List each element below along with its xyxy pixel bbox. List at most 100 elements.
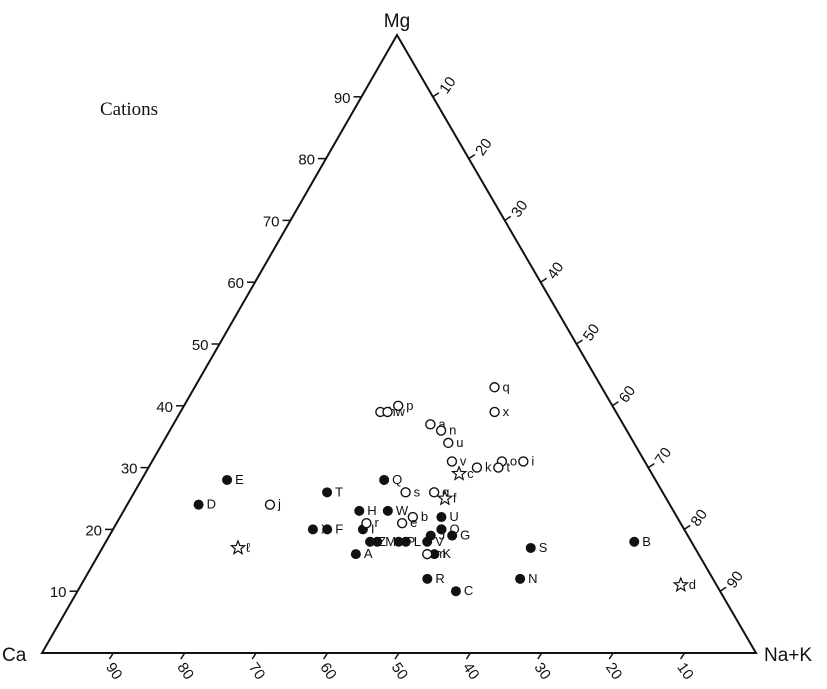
axis-label-nak: Na+K bbox=[764, 645, 812, 666]
tick-label-mg-30: 30 bbox=[121, 461, 138, 478]
point-P-label: P bbox=[407, 534, 416, 549]
point-d bbox=[672, 576, 690, 593]
tick-ca-20 bbox=[608, 652, 614, 660]
point-w bbox=[382, 406, 393, 418]
point-X bbox=[307, 524, 318, 535]
point-e bbox=[396, 518, 408, 529]
tick-label-mg-90: 90 bbox=[334, 90, 351, 107]
point-H-label: H bbox=[367, 503, 376, 518]
point-E-label: E bbox=[235, 472, 244, 487]
point-u-label: u bbox=[456, 435, 463, 450]
tick-ca-30 bbox=[537, 652, 543, 660]
point-i-label: i bbox=[531, 453, 534, 468]
point-x-label: x bbox=[503, 404, 510, 419]
point-J-label: J bbox=[439, 528, 446, 543]
tick-label-nak-90: 90 bbox=[723, 568, 746, 591]
point-R-label: R bbox=[435, 571, 444, 586]
point-k bbox=[471, 462, 483, 473]
tick-label-mg-20: 20 bbox=[85, 522, 102, 539]
point-W bbox=[382, 505, 393, 516]
point-F bbox=[322, 524, 333, 535]
point-w-label: w bbox=[395, 404, 406, 419]
point-H bbox=[354, 505, 365, 516]
point-P bbox=[393, 536, 404, 547]
tick-label-nak-20: 20 bbox=[472, 135, 495, 158]
tick-label-ca-10: 10 bbox=[673, 660, 696, 683]
point-A-label: A bbox=[364, 546, 373, 561]
point-m-label: m bbox=[435, 546, 446, 561]
tick-label-mg-70: 70 bbox=[263, 213, 280, 230]
point-N bbox=[515, 573, 526, 584]
point-G bbox=[447, 530, 458, 541]
point-C-label: C bbox=[464, 583, 473, 598]
tick-ca-40 bbox=[465, 652, 472, 660]
point-b-label: b bbox=[421, 509, 428, 524]
point-L-label: L bbox=[414, 534, 421, 549]
point-n bbox=[435, 425, 447, 436]
tick-ca-90 bbox=[108, 652, 115, 660]
point-g bbox=[428, 487, 440, 498]
point-U-label: U bbox=[449, 509, 458, 524]
tick-nak-10 bbox=[432, 92, 440, 98]
point-d-label: d bbox=[689, 577, 696, 592]
tick-label-mg-60: 60 bbox=[227, 275, 244, 292]
point-D bbox=[193, 499, 204, 510]
point-ℓ bbox=[229, 539, 247, 555]
point-f-label: f bbox=[453, 491, 457, 506]
point-Q-label: Q bbox=[392, 472, 402, 487]
point-G-label: G bbox=[460, 528, 470, 543]
tick-label-nak-10: 10 bbox=[436, 74, 459, 97]
point-c bbox=[450, 465, 468, 481]
point-L bbox=[400, 536, 411, 547]
point-X-label: X bbox=[321, 521, 330, 536]
tick-nak-30 bbox=[504, 215, 512, 222]
tick-label-ca-90: 90 bbox=[102, 660, 125, 683]
point-r bbox=[361, 518, 372, 529]
tick-nak-90 bbox=[719, 586, 727, 592]
tick-ca-60 bbox=[322, 652, 329, 660]
point-o-label: o bbox=[510, 453, 517, 468]
point-p-label: p bbox=[406, 398, 413, 413]
point-V bbox=[422, 536, 433, 547]
ternary-frame bbox=[40, 33, 758, 654]
tick-ca-80 bbox=[180, 652, 186, 660]
point-u bbox=[443, 437, 454, 449]
point-f bbox=[436, 489, 454, 506]
chart-title: Cations bbox=[100, 99, 158, 120]
tick-label-ca-80: 80 bbox=[174, 660, 197, 683]
tick-label-nak-60: 60 bbox=[616, 383, 639, 406]
point-O-label: O bbox=[449, 521, 459, 536]
point-ℓ-label: ℓ bbox=[246, 540, 251, 555]
tick-nak-50 bbox=[576, 339, 583, 345]
tick-label-mg-40: 40 bbox=[156, 399, 173, 416]
point-M-label: M bbox=[385, 534, 396, 549]
tick-label-nak-40: 40 bbox=[544, 259, 567, 282]
point-F-label: F bbox=[335, 521, 343, 536]
point-v-label: v bbox=[460, 453, 467, 468]
point-c-label: c bbox=[467, 466, 474, 481]
tick-label-ca-30: 30 bbox=[531, 660, 554, 683]
point-I-label: I bbox=[371, 521, 375, 536]
point-q-label: q bbox=[503, 379, 510, 394]
point-s0-25 bbox=[436, 524, 447, 535]
point-g-label: g bbox=[442, 484, 449, 499]
tick-label-nak-80: 80 bbox=[688, 506, 711, 529]
point-S-label: S bbox=[539, 540, 548, 555]
point-n-label: n bbox=[449, 423, 456, 438]
tick-label-nak-30: 30 bbox=[508, 197, 531, 220]
tick-label-mg-50: 50 bbox=[192, 337, 209, 354]
tick-label-mg-10: 10 bbox=[50, 584, 67, 601]
point-U bbox=[436, 512, 447, 523]
point-a bbox=[425, 419, 436, 430]
point-D-label: D bbox=[207, 497, 216, 512]
point-s bbox=[400, 487, 411, 498]
point-V-label: V bbox=[435, 534, 444, 549]
point-T-label: T bbox=[335, 484, 343, 499]
point-Z-label: Z bbox=[378, 534, 386, 549]
point-b bbox=[407, 511, 419, 523]
point-a-label: a bbox=[438, 416, 446, 431]
tick-ca-70 bbox=[251, 652, 257, 660]
tick-nak-60 bbox=[611, 401, 619, 407]
tick-label-mg-80: 80 bbox=[298, 152, 315, 169]
